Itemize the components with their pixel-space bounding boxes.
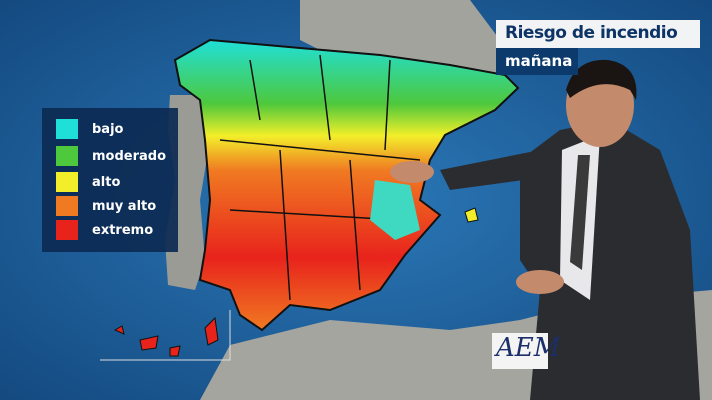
legend-swatch <box>56 146 78 166</box>
balearic-islands <box>464 207 479 223</box>
legend-item-bajo: bajo <box>56 118 123 140</box>
legend-label: alto <box>92 174 121 190</box>
region-borders <box>219 54 421 301</box>
legend-item-alto: alto <box>56 171 120 193</box>
canary-inset-frame <box>100 310 231 361</box>
aemet-logo: AEM <box>492 333 560 369</box>
map-title: Riesgo de incendio <box>505 23 678 43</box>
legend-item-muy-alto: muy alto <box>56 195 156 217</box>
legend-item-extremo: extremo <box>56 219 153 241</box>
legend-label: bajo <box>92 121 124 137</box>
spain-risk-map <box>173 38 520 332</box>
legend-item-moderado: moderado <box>56 145 166 167</box>
legend-label: moderado <box>92 148 167 164</box>
legend-label: extremo <box>92 222 154 238</box>
map-subtitle: mañana <box>505 52 573 70</box>
cuenca-low-risk <box>370 180 420 240</box>
legend-swatch <box>56 220 78 240</box>
logo-text: AEM <box>496 333 561 363</box>
risk-legend: bajo moderado alto muy alto extremo <box>42 108 178 252</box>
legend-label: muy alto <box>92 198 157 214</box>
presenter <box>390 59 700 400</box>
legend-swatch <box>56 196 78 216</box>
france-land <box>300 0 520 80</box>
title-banner: Riesgo de incendio <box>496 20 700 48</box>
canary-islands <box>113 316 219 357</box>
subtitle-banner: mañana <box>496 48 578 75</box>
legend-swatch <box>56 119 78 139</box>
legend-swatch <box>56 172 78 192</box>
